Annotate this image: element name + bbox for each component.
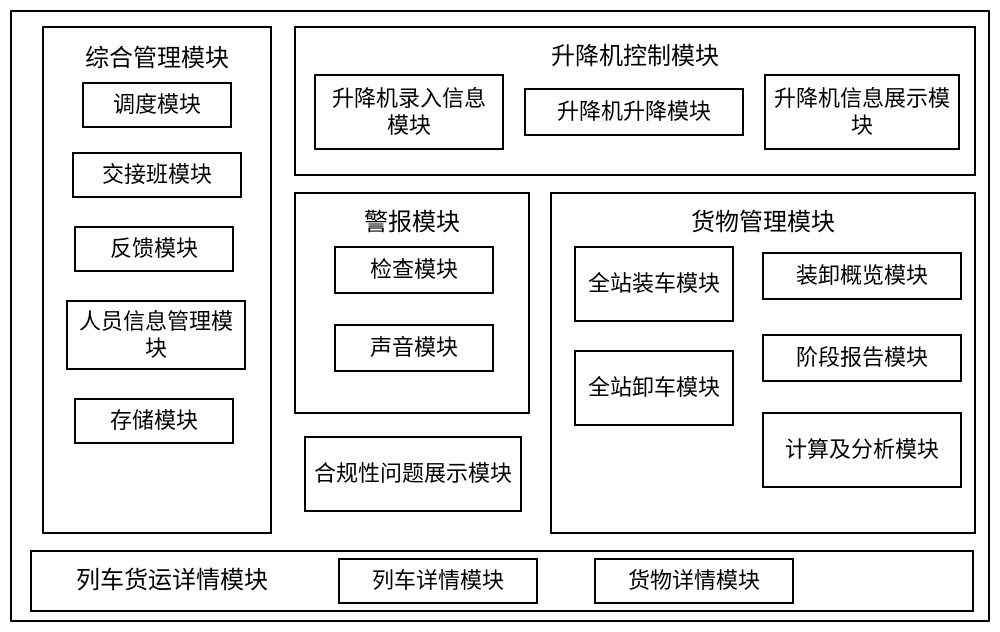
module-phase-report: 阶段报告模块 (762, 334, 962, 382)
module-cargo-detail: 货物详情模块 (594, 558, 794, 604)
panel-cargo: 货物管理模块 全站装车模块 全站卸车模块 装卸概览模块 阶段报告模块 计算及分析… (550, 192, 976, 534)
panel-train-detail: 列车货运详情模块 列车详情模块 货物详情模块 (30, 550, 974, 612)
module-dispatch: 调度模块 (82, 82, 232, 128)
title-alarm: 警报模块 (296, 202, 528, 237)
module-calc: 计算及分析模块 (762, 412, 962, 488)
module-check: 检查模块 (334, 246, 494, 294)
module-overview: 装卸概览模块 (762, 252, 962, 300)
module-lift-input: 升降机录入信息模块 (314, 74, 504, 150)
module-compliance: 合规性问题展示模块 (304, 436, 522, 512)
module-lift-info: 升降机信息展示模块 (764, 74, 960, 150)
panel-lift: 升降机控制模块 升降机录入信息模块 升降机升降模块 升降机信息展示模块 (294, 26, 976, 176)
module-shift: 交接班模块 (72, 152, 242, 198)
title-comprehensive: 综合管理模块 (44, 38, 270, 73)
module-unload-all: 全站卸车模块 (574, 350, 734, 426)
title-lift: 升降机控制模块 (296, 36, 974, 71)
module-storage: 存储模块 (74, 398, 234, 444)
module-feedback: 反馈模块 (74, 226, 234, 272)
panel-comprehensive: 综合管理模块 调度模块 交接班模块 反馈模块 人员信息管理模块 存储模块 (42, 26, 272, 534)
diagram-root: 综合管理模块 调度模块 交接班模块 反馈模块 人员信息管理模块 存储模块 升降机… (10, 10, 990, 622)
module-personnel: 人员信息管理模块 (66, 300, 246, 370)
panel-alarm: 警报模块 检查模块 声音模块 (294, 192, 530, 414)
title-cargo: 货物管理模块 (552, 202, 974, 237)
title-train-detail: 列车货运详情模块 (42, 558, 302, 604)
module-lift-move: 升降机升降模块 (524, 88, 744, 136)
module-train: 列车详情模块 (338, 558, 538, 604)
module-sound: 声音模块 (334, 324, 494, 372)
module-load-all: 全站装车模块 (574, 246, 734, 322)
